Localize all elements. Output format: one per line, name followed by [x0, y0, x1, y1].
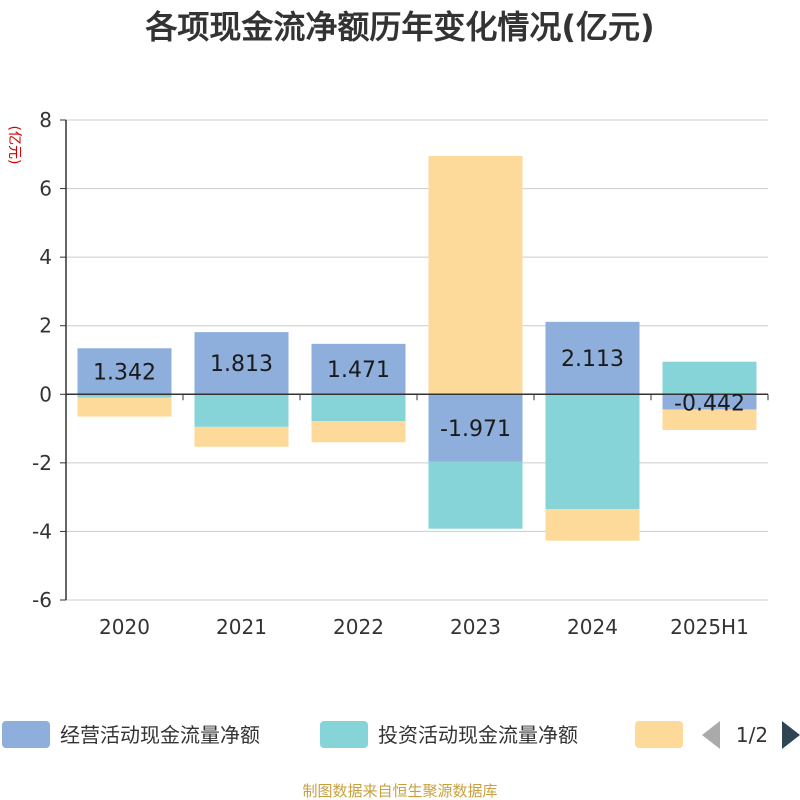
- bar-segment-2021-s0: [194, 332, 289, 395]
- y-tick-label: 0: [39, 382, 52, 406]
- bar-segment-2025H1-s1: [662, 361, 757, 395]
- data-labels: 1.342 1.813 1.471 -1.971 2.113 -0.442: [93, 347, 745, 442]
- bar-segment-2022-s0: [311, 343, 406, 395]
- y-tick-label: -2: [32, 451, 52, 475]
- bar-segment-2022-s2: [311, 421, 406, 443]
- data-label-2020: 1.342: [93, 360, 156, 385]
- x-tick-label: 2023: [450, 615, 501, 639]
- data-label-2024: 2.113: [561, 347, 624, 372]
- data-label-2021: 1.813: [210, 352, 273, 377]
- y-tick-label: 4: [39, 245, 52, 269]
- legend-next-page-icon[interactable]: [782, 721, 800, 749]
- bar-segment-2020-s1: [77, 394, 172, 398]
- bar-segment-2025H1-s2: [662, 409, 757, 431]
- legend-swatch-investing[interactable]: [320, 721, 368, 748]
- bar-segment-2023-s0: [428, 394, 523, 462]
- x-tick-label: 2021: [216, 615, 267, 639]
- legend-label-investing[interactable]: 投资活动现金流量净额: [378, 723, 578, 747]
- legend-label-operating[interactable]: 经营活动现金流量净额: [60, 723, 260, 747]
- bar-segment-2021-s1: [194, 394, 289, 427]
- legend-prev-page-icon[interactable]: [702, 721, 720, 749]
- y-tick-label: -6: [32, 588, 52, 612]
- bars: [77, 156, 757, 541]
- x-tick-label: 2020: [99, 615, 150, 639]
- legend-swatch-financing[interactable]: [635, 721, 683, 748]
- x-tick-label: 2024: [567, 615, 618, 639]
- y-tick-label: 6: [39, 177, 52, 201]
- y-tick-label: -4: [32, 519, 52, 543]
- bar-segment-2020-s2: [77, 397, 172, 417]
- legend-page-indicator: 1/2: [736, 723, 768, 747]
- y-axis-unit: (亿元): [6, 126, 22, 165]
- data-label-2023: -1.971: [440, 417, 511, 442]
- bar-segment-2020-s0: [77, 348, 172, 395]
- bar-segment-2022-s1: [311, 394, 406, 422]
- data-source-note: 制图数据来自恒生聚源数据库: [302, 782, 497, 800]
- bar-segment-2021-s2: [194, 426, 289, 447]
- x-tick-label: 2025H1: [670, 615, 749, 639]
- bar-segment-2023-s1: [428, 461, 523, 529]
- data-label-2025H1: -0.442: [674, 391, 745, 416]
- bar-segment-2024-s1: [545, 394, 640, 510]
- bar-segment-2025H1-s0: [662, 394, 757, 410]
- bar-segment-2024-s0: [545, 321, 640, 395]
- y-tick-label: 8: [39, 108, 52, 132]
- axes: 8 6 4 2 0 -2 -4 -6 2020 2021 2022 2023 2024 2025H1: [32, 108, 769, 639]
- legend-swatch-operating[interactable]: [2, 721, 50, 748]
- bar-segment-2024-s2: [545, 509, 640, 541]
- data-label-2022: 1.471: [327, 358, 390, 383]
- x-tick-label: 2022: [333, 615, 384, 639]
- chart-title: 各项现金流净额历年变化情况(亿元): [145, 8, 654, 46]
- bar-segment-2023-s2: [428, 156, 523, 395]
- grid-lines: [66, 119, 768, 601]
- legend: 经营活动现金流量净额 投资活动现金流量净额 1/2: [2, 721, 800, 749]
- y-tick-label: 2: [39, 314, 52, 338]
